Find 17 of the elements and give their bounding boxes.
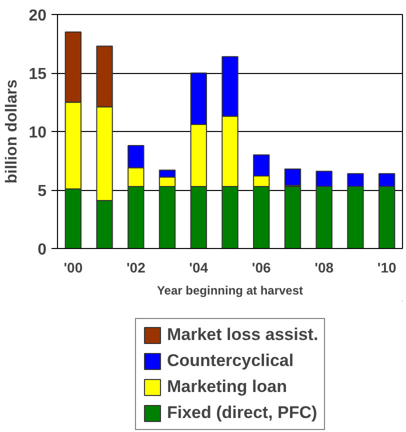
x-tick-label: '04	[189, 260, 208, 276]
y-tick-label: 0	[38, 242, 47, 258]
y-tick-label: 5	[38, 183, 47, 200]
legend-label: Countercyclical	[167, 351, 294, 371]
y-axis-title: billion dollars	[4, 79, 21, 184]
x-tick-label: '08	[314, 260, 334, 276]
x-tick-label: '10	[377, 260, 396, 276]
x-axis-title: Year beginning at harvest	[156, 284, 304, 298]
x-tick-label: '06	[252, 260, 272, 276]
y-tick-label: 20	[28, 8, 47, 24]
legend-label: Marketing loan	[167, 377, 287, 397]
legend-label: Fixed (direct, PFC)	[167, 403, 318, 423]
x-tick-label: '02	[126, 260, 146, 276]
legend-label: Market loss assist.	[167, 325, 318, 345]
y-tick-label: 15	[28, 66, 47, 83]
y-tick-label: 10	[28, 124, 47, 142]
x-tick-label: '00	[64, 260, 83, 276]
